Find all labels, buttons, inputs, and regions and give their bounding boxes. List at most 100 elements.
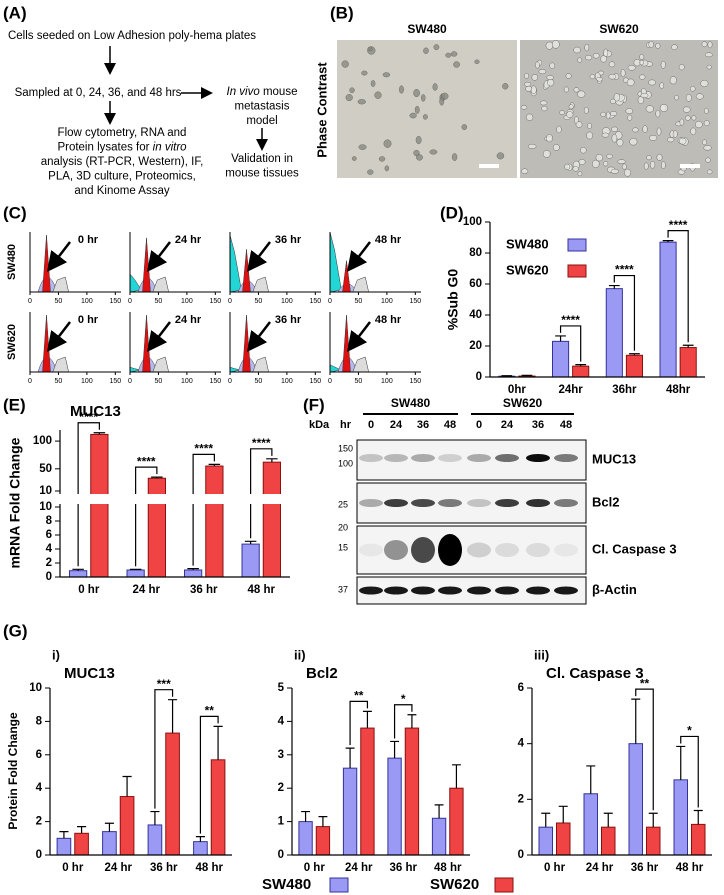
bar — [74, 832, 89, 856]
error-bar — [631, 698, 641, 744]
x-tick-label: 0hr — [508, 384, 526, 396]
cell — [706, 64, 712, 70]
y-tick-label: 4 — [46, 543, 53, 555]
error-bar — [608, 284, 620, 289]
cell — [620, 69, 626, 78]
flow-text-run: mouse tissues — [225, 168, 299, 180]
error-bar — [208, 463, 221, 467]
cell — [538, 69, 547, 75]
significance-bracket — [135, 466, 158, 567]
cell — [563, 86, 570, 93]
significance: **** — [615, 263, 634, 277]
y-tick-label: 10 — [29, 682, 42, 694]
cell — [384, 165, 390, 172]
cell — [613, 93, 621, 102]
cell — [707, 41, 713, 49]
bar — [193, 841, 208, 856]
x-tick-label: 0 — [128, 298, 132, 305]
cell — [617, 159, 626, 164]
cell — [667, 137, 675, 143]
significance: **** — [669, 218, 688, 232]
cell — [542, 150, 551, 158]
cell — [645, 105, 654, 113]
band — [438, 534, 462, 566]
group-label: SW620 — [503, 396, 543, 410]
error-bar — [390, 740, 400, 759]
significance-bracket — [192, 453, 215, 566]
cell — [611, 126, 618, 132]
y-axis-label: mRNA Fold Change — [7, 437, 23, 568]
bar — [387, 757, 402, 856]
cell — [589, 73, 596, 80]
column-label: SW480 — [407, 22, 447, 36]
band — [526, 454, 550, 462]
error-bar — [244, 540, 257, 545]
cell — [559, 110, 565, 115]
significance: *** — [157, 677, 171, 691]
significance-bracket — [393, 704, 413, 739]
y-tick-label: 0 — [278, 849, 284, 861]
x-tick-label: 100 — [181, 298, 193, 305]
error-bar — [676, 745, 686, 780]
panel-sublabel: ii) — [294, 647, 306, 662]
cell — [541, 105, 548, 112]
y-tick-label: 4 — [36, 782, 43, 794]
significance: ** — [354, 689, 364, 703]
bar — [360, 727, 375, 856]
cell — [546, 133, 553, 143]
cell — [648, 79, 656, 86]
legend-swatch — [567, 264, 587, 278]
cell — [682, 106, 691, 113]
cell — [534, 61, 540, 69]
cell — [606, 153, 613, 159]
cell — [565, 73, 572, 79]
cell — [627, 64, 636, 71]
cell — [705, 157, 711, 163]
cell — [474, 59, 480, 65]
x-tick-label: 0 hr — [78, 584, 100, 596]
time-label: 36 hr — [275, 314, 302, 326]
panel-label: (G) — [3, 621, 28, 640]
band — [467, 586, 491, 595]
cell — [547, 78, 555, 87]
bar — [605, 288, 623, 378]
panel-sublabel: i) — [52, 647, 60, 662]
x-tick-label: 150 — [109, 298, 121, 305]
flow-text-run: metastasis — [235, 101, 290, 113]
cell — [568, 104, 574, 110]
x-tick-label: 24 hr — [345, 862, 373, 874]
y-tick-label: 6 — [518, 682, 524, 694]
band — [554, 454, 578, 462]
cell — [691, 115, 697, 121]
cell — [367, 46, 373, 52]
band — [526, 499, 550, 507]
bar — [165, 732, 180, 856]
x-tick-label: 36 hr — [150, 862, 178, 874]
flow-text-run: PLA, 3D culture, Proteomics, — [48, 171, 196, 183]
error-bar — [266, 458, 278, 463]
significance-bracket — [154, 689, 174, 809]
error-bar — [541, 812, 551, 828]
lane-label: 48 — [560, 419, 572, 431]
error-bar — [150, 810, 160, 825]
lane-label: 24 — [390, 419, 403, 431]
y-tick-label: 1 — [278, 816, 285, 828]
significance-bracket — [613, 274, 636, 351]
cell — [703, 145, 712, 151]
legend-swatch — [329, 877, 349, 893]
cell — [600, 111, 606, 117]
cell — [520, 105, 528, 110]
cell — [349, 87, 355, 94]
y-tick-label: 10 — [39, 501, 52, 513]
x-tick-label: 24 hr — [586, 862, 614, 874]
error-bar — [648, 812, 658, 828]
x-tick-label: 0 — [28, 378, 32, 385]
flow-text: metastasis — [235, 101, 290, 113]
cell — [461, 124, 468, 131]
bar — [601, 826, 616, 856]
cell — [649, 134, 658, 141]
cell — [701, 41, 708, 48]
cell — [671, 44, 678, 51]
g1-peak — [142, 314, 151, 373]
